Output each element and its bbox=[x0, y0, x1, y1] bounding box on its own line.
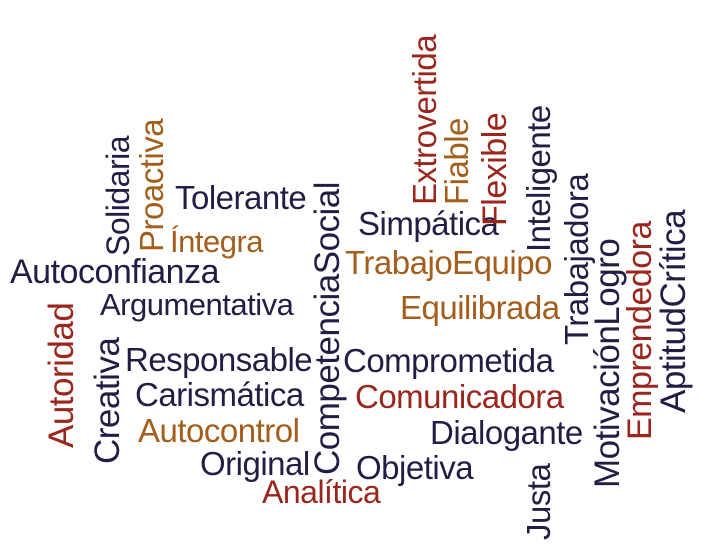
word-simpatica: Simpática bbox=[358, 205, 499, 242]
word-original: Original bbox=[200, 445, 310, 482]
word-creativa: Creativa bbox=[88, 337, 127, 464]
word-responsable: Responsable bbox=[125, 341, 313, 378]
word-fiable: Fiable bbox=[438, 118, 475, 205]
word-equilibrada: Equilibrada bbox=[400, 289, 560, 326]
word-comprometida: Comprometida bbox=[343, 342, 554, 379]
word-autoridad: Autoridad bbox=[42, 302, 81, 448]
word-comunicadora: Comunicadora bbox=[355, 378, 564, 415]
word-tolerante: Tolerante bbox=[175, 179, 307, 216]
word-trabajoequipo: TrabajoEquipo bbox=[345, 244, 552, 281]
word-justa: Justa bbox=[520, 463, 557, 540]
word-flexible: Flexible bbox=[476, 112, 514, 226]
word-argumentativa: Argumentativa bbox=[100, 287, 294, 322]
word-proactiva: Proactiva bbox=[133, 118, 170, 252]
word-motivacionlogro: MotivaciónLogro bbox=[588, 238, 627, 488]
word-autoconfianza: Autoconfianza bbox=[10, 253, 220, 291]
word-analitica: Analítica bbox=[262, 474, 381, 510]
word-competenciasocial: CompetenciaSocial bbox=[308, 181, 347, 475]
word-dialogante: Dialogante bbox=[430, 414, 583, 451]
word-aptitudcritica: AptitudCrítica bbox=[654, 209, 693, 413]
word-integra: Íntegra bbox=[170, 224, 264, 259]
word-carismatica: Carismática bbox=[135, 376, 304, 413]
word-solidaria: Solidaria bbox=[100, 135, 136, 256]
word-emprendedora: Emprendedora bbox=[621, 221, 659, 440]
word-autocontrol: Autocontrol bbox=[138, 412, 300, 449]
word-objetiva: Objetiva bbox=[356, 449, 474, 486]
word-extrovertida: Extrovertida bbox=[406, 34, 443, 205]
word-inteligente: Inteligente bbox=[520, 105, 557, 252]
